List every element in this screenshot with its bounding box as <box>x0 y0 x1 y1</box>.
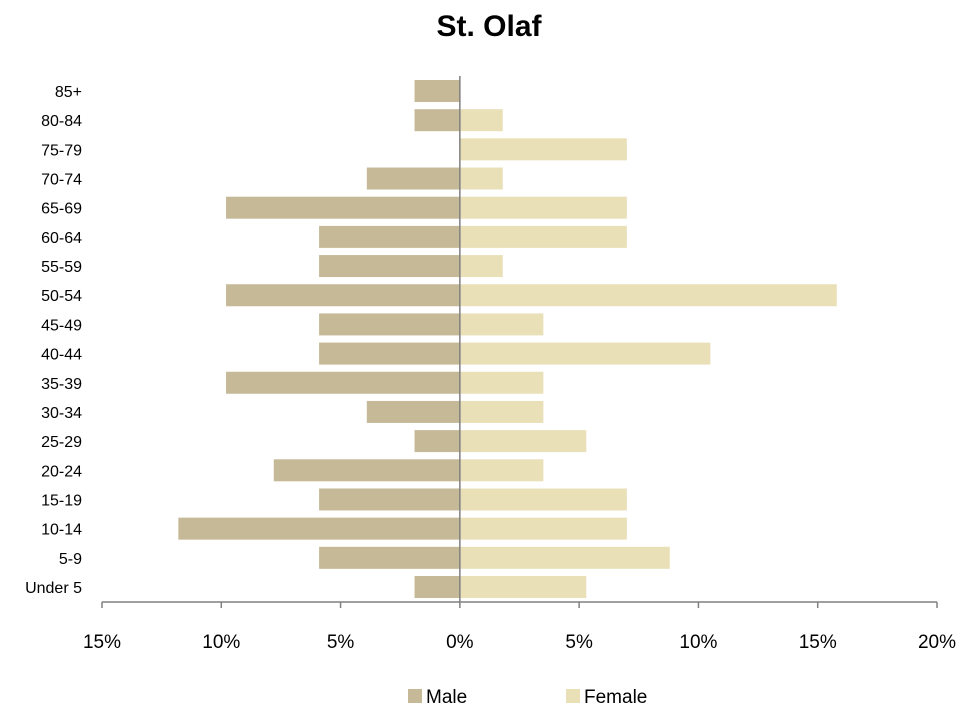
bar-female-80-84 <box>459 109 503 132</box>
y-tick-label: 60-64 <box>41 230 82 247</box>
bar-female-20-24 <box>459 459 544 482</box>
x-axis: 15% 10% 5% 0% 5% 10% 15% 20% <box>83 601 956 653</box>
x-tick-label: 5% <box>565 632 593 653</box>
bar-male-55-59 <box>319 255 460 278</box>
x-tick-label: 10% <box>202 632 240 653</box>
bar-female-30-34 <box>459 400 544 423</box>
bar-male-85plus <box>414 80 460 102</box>
bar-female-50-54 <box>459 284 837 307</box>
x-tick-label: 20% <box>918 632 956 653</box>
bar-male-20-24 <box>273 459 460 482</box>
y-tick-label: 70-74 <box>41 172 82 189</box>
bar-male-35-39 <box>226 371 460 394</box>
bar-female-5-9 <box>459 546 670 569</box>
y-tick-label: 5-9 <box>59 551 82 568</box>
x-tick-label: 10% <box>679 632 717 653</box>
y-tick-label: 15-19 <box>41 492 82 509</box>
bar-female-75-79 <box>459 138 627 161</box>
bar-female-60-64 <box>459 225 627 248</box>
bar-female-70-74 <box>459 167 503 190</box>
bar-male-65-69 <box>226 196 460 219</box>
bar-female-45-49 <box>459 313 544 336</box>
bar-male-80-84 <box>414 109 460 132</box>
bar-male-45-49 <box>319 313 460 336</box>
bar-female-55-59 <box>459 255 503 278</box>
y-tick-label: 50-54 <box>41 288 82 305</box>
bar-male-30-34 <box>366 400 460 423</box>
legend: Male Female <box>408 687 647 708</box>
y-tick-label: 20-24 <box>41 463 82 480</box>
x-tick-label: 5% <box>327 632 355 653</box>
bar-female-25-29 <box>459 430 587 453</box>
bar-male-5-9 <box>319 546 460 569</box>
y-tick-label: 25-29 <box>41 434 82 451</box>
y-tick-label: 35-39 <box>41 376 82 393</box>
legend-label-male: Male <box>426 687 467 708</box>
bar-female-under-5 <box>459 576 587 598</box>
bar-female-35-39 <box>459 371 544 394</box>
bar-male-10-14 <box>178 517 460 540</box>
bar-male-15-19 <box>319 488 460 511</box>
y-tick-label: 75-79 <box>41 142 82 159</box>
bar-female-10-14 <box>459 517 627 540</box>
bar-male-50-54 <box>226 284 460 307</box>
legend-swatch-female <box>566 689 580 703</box>
legend-swatch-male <box>408 689 422 703</box>
bar-male-60-64 <box>319 225 460 248</box>
x-tick-label: 15% <box>83 632 121 653</box>
y-tick-label: 85+ <box>55 84 82 101</box>
bar-male-25-29 <box>414 430 460 453</box>
x-tick-label: 0% <box>446 632 474 653</box>
y-tick-label: 40-44 <box>41 347 82 364</box>
y-tick-label: 80-84 <box>41 113 82 130</box>
y-tick-label: 30-34 <box>41 405 82 422</box>
y-tick-label: 55-59 <box>41 259 82 276</box>
bar-female-15-19 <box>459 488 627 511</box>
bar-female-40-44 <box>459 342 711 365</box>
bar-male-40-44 <box>319 342 460 365</box>
y-tick-label: Under 5 <box>25 580 82 597</box>
y-axis-labels: Under 5 5-9 10-14 15-19 20-24 25-29 30-34 35-39… <box>25 84 82 597</box>
x-tick-label: 15% <box>799 632 837 653</box>
bar-male-under-5 <box>414 576 460 598</box>
bar-male-70-74 <box>366 167 460 190</box>
y-tick-label: 10-14 <box>41 522 82 539</box>
bar-female-65-69 <box>459 196 627 219</box>
legend-label-female: Female <box>584 687 647 708</box>
y-tick-label: 65-69 <box>41 201 82 218</box>
bars-group <box>178 80 837 598</box>
y-tick-label: 45-49 <box>41 317 82 334</box>
chart-title: St. Olaf <box>436 10 542 43</box>
